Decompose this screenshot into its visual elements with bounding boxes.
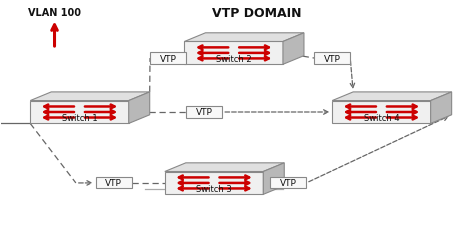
Text: VTP: VTP <box>280 179 297 188</box>
Polygon shape <box>165 163 284 172</box>
Bar <box>96 178 132 189</box>
Polygon shape <box>30 101 129 124</box>
Text: VTP DOMAIN: VTP DOMAIN <box>212 7 301 20</box>
Text: VLAN 100: VLAN 100 <box>28 8 81 18</box>
Text: Switch 3: Switch 3 <box>196 184 232 193</box>
Text: VTP: VTP <box>324 54 341 63</box>
Text: VTP: VTP <box>196 108 213 117</box>
Polygon shape <box>431 92 452 124</box>
Polygon shape <box>184 34 304 42</box>
Bar <box>150 53 186 64</box>
Bar <box>270 178 306 189</box>
Polygon shape <box>332 92 452 101</box>
Polygon shape <box>263 163 284 194</box>
Polygon shape <box>129 92 150 124</box>
Polygon shape <box>184 42 283 65</box>
Text: VTP: VTP <box>160 54 176 63</box>
Text: Switch 4: Switch 4 <box>364 114 399 123</box>
Polygon shape <box>30 92 150 101</box>
Polygon shape <box>283 34 304 65</box>
Polygon shape <box>165 172 263 194</box>
Text: Switch 2: Switch 2 <box>216 55 252 64</box>
Polygon shape <box>332 101 431 124</box>
Bar <box>314 53 350 64</box>
Bar <box>186 107 222 118</box>
Text: VTP: VTP <box>105 179 122 188</box>
Text: Switch 1: Switch 1 <box>62 114 97 123</box>
